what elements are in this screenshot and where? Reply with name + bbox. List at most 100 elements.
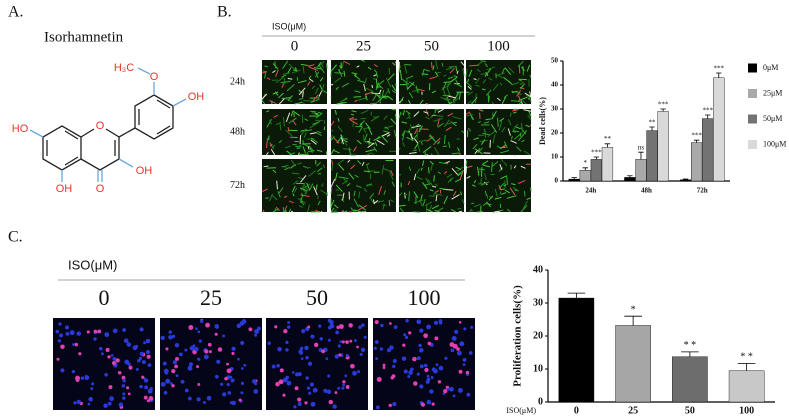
cell xyxy=(383,89,390,98)
nucleus xyxy=(412,381,418,386)
cell xyxy=(308,170,317,177)
cell xyxy=(413,149,417,152)
column-label: 0 xyxy=(291,38,299,54)
nucleus xyxy=(424,367,429,373)
cell xyxy=(325,151,328,156)
bar xyxy=(657,111,669,182)
cell xyxy=(488,195,494,201)
cell xyxy=(331,164,334,171)
nucleus xyxy=(408,331,412,335)
cell xyxy=(317,130,322,134)
cell xyxy=(423,68,430,72)
cell xyxy=(519,99,523,105)
cell xyxy=(316,167,323,173)
cell xyxy=(389,172,394,180)
bar xyxy=(679,179,692,182)
cell xyxy=(349,119,358,125)
error-bar xyxy=(604,143,611,148)
cell xyxy=(362,127,368,130)
cell xyxy=(422,146,432,153)
cell xyxy=(457,172,463,176)
cell xyxy=(435,194,438,202)
nucleus xyxy=(363,335,367,339)
nucleus xyxy=(141,375,145,379)
cell xyxy=(471,184,476,187)
cell xyxy=(477,148,480,153)
header: ISO(μM) xyxy=(272,21,306,31)
nucleus xyxy=(207,342,212,347)
nucleus xyxy=(175,356,179,361)
nucleus xyxy=(361,323,365,327)
x-tick-label: 25 xyxy=(628,405,638,416)
nucleus xyxy=(426,324,431,330)
error-bar xyxy=(649,126,655,131)
cell xyxy=(335,86,339,91)
cell xyxy=(272,209,277,213)
cell xyxy=(420,167,423,171)
nucleus xyxy=(449,342,455,347)
cell xyxy=(391,181,396,187)
cell xyxy=(266,119,273,128)
nucleus xyxy=(74,342,79,347)
cell xyxy=(307,81,311,86)
cell xyxy=(293,69,297,72)
cell xyxy=(417,143,421,152)
cell xyxy=(310,98,320,103)
cell xyxy=(398,65,401,73)
micrograph xyxy=(261,60,328,105)
cell xyxy=(501,67,506,74)
cell xyxy=(333,204,339,209)
atom: O xyxy=(96,120,105,132)
cell xyxy=(445,67,453,71)
cell xyxy=(357,97,367,101)
cell xyxy=(483,121,490,124)
significance: * xyxy=(584,159,588,167)
cell xyxy=(261,100,266,105)
panel-label: C. xyxy=(8,229,23,246)
cell xyxy=(435,60,439,70)
cell xyxy=(348,172,355,180)
nucleus xyxy=(137,359,141,363)
nucleus xyxy=(188,325,194,331)
nucleus xyxy=(226,382,230,387)
cell xyxy=(314,67,323,70)
nucleus xyxy=(104,332,110,338)
cell xyxy=(364,91,372,96)
cell xyxy=(449,177,454,182)
nucleus xyxy=(326,389,332,394)
nucleus xyxy=(93,329,98,334)
compound-name: Isorhamnetin xyxy=(44,29,124,45)
cell xyxy=(350,113,355,116)
cell xyxy=(415,85,419,94)
nucleus xyxy=(187,396,192,401)
cell xyxy=(503,184,507,187)
nucleus xyxy=(329,320,334,325)
cell xyxy=(431,204,439,210)
bar xyxy=(615,325,651,403)
nucleus xyxy=(254,382,258,386)
nucleus xyxy=(452,394,456,398)
nucleus xyxy=(121,375,126,380)
cell xyxy=(330,129,334,133)
cell xyxy=(367,126,373,136)
legend-label: 0μM xyxy=(763,63,778,72)
cell xyxy=(292,180,299,185)
cell xyxy=(360,120,365,124)
cell xyxy=(380,89,385,100)
nucleus xyxy=(197,357,201,361)
nucleus xyxy=(147,363,152,367)
nucleus xyxy=(306,386,311,390)
cell xyxy=(512,108,519,112)
bar xyxy=(568,178,580,182)
cell xyxy=(262,209,265,213)
micrograph xyxy=(261,159,328,213)
cell xyxy=(302,183,311,190)
nucleus xyxy=(423,333,429,339)
bond xyxy=(137,67,151,75)
cell xyxy=(433,117,444,122)
nucleus xyxy=(239,321,245,326)
cell xyxy=(309,122,319,129)
nucleus xyxy=(76,331,82,336)
cell xyxy=(514,189,518,191)
